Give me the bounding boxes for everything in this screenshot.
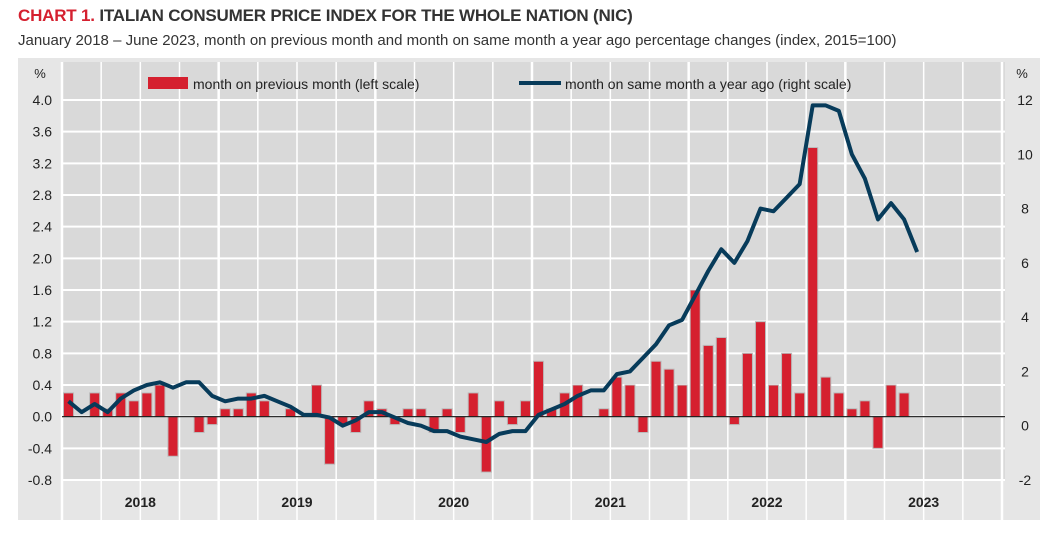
right-tick-label: 10 xyxy=(1017,146,1033,162)
right-tick-label: 6 xyxy=(1021,255,1029,271)
bar-mom xyxy=(324,416,336,465)
bar-mom xyxy=(872,416,884,449)
bar-mom xyxy=(533,360,545,418)
line-yoy xyxy=(67,103,919,444)
right-tick-label: 2 xyxy=(1021,363,1029,379)
right-tick-label: -2 xyxy=(1019,472,1032,488)
bar-mom xyxy=(572,384,584,418)
left-tick-label: 0.0 xyxy=(33,409,53,425)
bar-mom xyxy=(402,408,414,418)
right-tick-label: 4 xyxy=(1021,309,1029,325)
left-tick-label: 3.2 xyxy=(33,155,53,171)
chart-subtitle: January 2018 – June 2023, month on previ… xyxy=(18,32,897,49)
bar-mom xyxy=(689,289,701,418)
chart-title-text: ITALIAN CONSUMER PRICE INDEX FOR THE WHO… xyxy=(94,6,633,25)
left-tick-label: 4.0 xyxy=(33,92,53,108)
x-year-label: 2021 xyxy=(595,494,626,510)
right-tick-label: 8 xyxy=(1021,201,1029,217)
bar-mom xyxy=(598,408,610,418)
left-axis-label: % xyxy=(34,66,46,81)
bar-mom xyxy=(441,408,453,418)
bar-mom xyxy=(833,392,845,418)
bar-mom xyxy=(415,408,427,418)
bar-mom xyxy=(128,400,140,418)
left-tick-label: -0.4 xyxy=(28,440,52,456)
left-tick-label: 1.2 xyxy=(33,314,53,330)
bar-mom xyxy=(846,408,858,418)
left-tick-label: 2.4 xyxy=(33,219,53,235)
bar-mom xyxy=(154,384,166,418)
bar-mom xyxy=(311,384,323,418)
bar-mom xyxy=(506,416,518,426)
bar-mom xyxy=(219,408,231,418)
left-tick-label: 1.6 xyxy=(33,282,53,298)
bar-mom xyxy=(493,400,505,418)
bar-mom xyxy=(754,321,767,418)
left-tick-label: 2.0 xyxy=(33,250,53,266)
left-tick-label: 2.8 xyxy=(33,187,53,203)
right-tick-label: 0 xyxy=(1021,418,1029,434)
chart-number: CHART 1. xyxy=(18,6,95,25)
bar-mom xyxy=(167,416,179,457)
x-year-label: 2022 xyxy=(751,494,782,510)
x-year-label: 2023 xyxy=(908,494,939,510)
bar-mom xyxy=(741,352,753,418)
bar-mom xyxy=(519,400,532,418)
right-tick-label: 12 xyxy=(1017,92,1033,108)
bar-mom xyxy=(715,337,727,418)
bar-mom xyxy=(859,400,871,418)
legend-label-mom: month on previous month (left scale) xyxy=(193,76,419,92)
legend-label-yoy: month on same month a year ago (right sc… xyxy=(565,76,851,92)
left-tick-label: 0.8 xyxy=(33,345,53,361)
x-year-label: 2018 xyxy=(125,494,156,510)
bar-mom xyxy=(141,392,153,418)
bar-mom xyxy=(193,416,205,433)
right-axis-label: % xyxy=(1016,66,1028,81)
bar-mom xyxy=(206,416,218,426)
x-year-label: 2019 xyxy=(281,494,312,510)
bar-mom xyxy=(702,344,714,418)
bar-mom xyxy=(624,384,636,418)
bar-mom xyxy=(794,392,806,418)
bar-mom xyxy=(676,384,688,418)
bar-mom xyxy=(807,147,819,418)
x-year-label: 2020 xyxy=(438,494,469,510)
bar-mom xyxy=(480,416,492,473)
legend-swatch-bar xyxy=(148,77,188,89)
bar-mom xyxy=(898,392,910,418)
bar-mom xyxy=(650,360,662,418)
bar-mom xyxy=(781,352,793,418)
left-tick-label: -0.8 xyxy=(28,472,52,488)
bar-mom xyxy=(637,416,649,433)
chart-title: CHART 1. ITALIAN CONSUMER PRICE INDEX FO… xyxy=(18,6,633,26)
bar-mom xyxy=(258,400,270,418)
bar-mom xyxy=(454,416,466,433)
left-tick-label: 0.4 xyxy=(33,377,53,393)
bar-mom xyxy=(663,368,675,418)
bar-mom xyxy=(232,408,244,418)
bar-mom xyxy=(728,416,740,426)
left-tick-label: 3.6 xyxy=(33,124,53,140)
bar-mom xyxy=(885,384,897,418)
bar-mom xyxy=(467,392,479,418)
bar-mom xyxy=(820,376,832,418)
bar-mom xyxy=(611,376,623,418)
bar-mom xyxy=(768,384,780,418)
